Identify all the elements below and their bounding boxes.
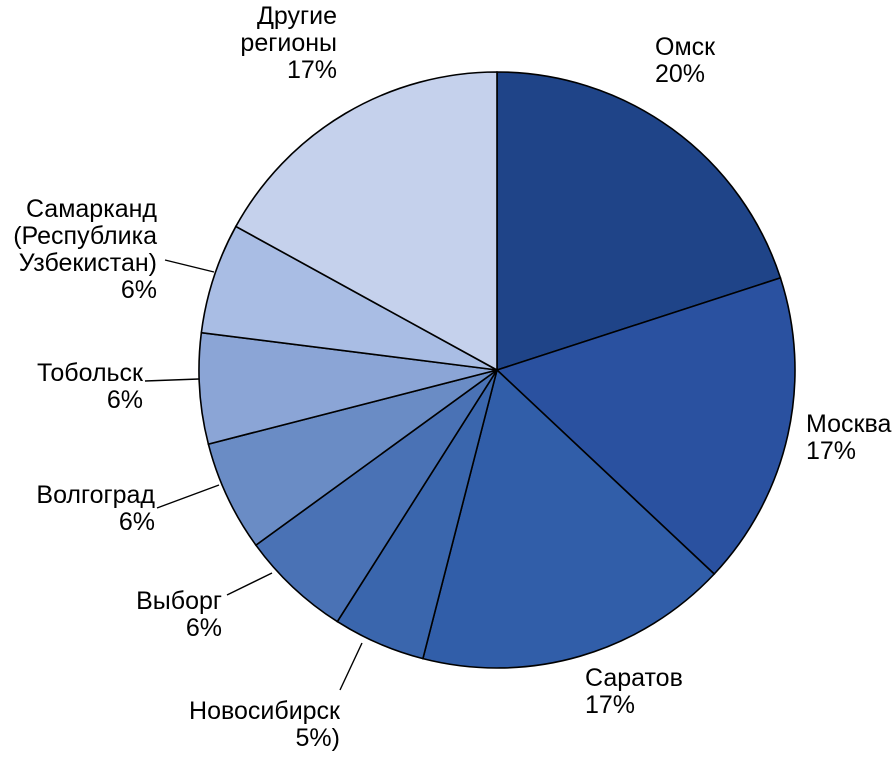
slice-value-label: 6% <box>186 614 222 642</box>
leader-line <box>164 259 215 273</box>
pie-slice <box>496 71 782 372</box>
slice-value-label: 20% <box>655 60 705 88</box>
slice-value-label: 6% <box>119 508 155 536</box>
slice-label: Волгоград 6% <box>36 481 155 536</box>
pie-slice <box>421 368 716 669</box>
leader-line <box>226 572 273 596</box>
slice-label: Тобольск 6% <box>37 359 144 414</box>
pie-slice <box>234 71 498 372</box>
labels-layer: Омск 20%Москва 17%Саратов 17%Новосибирск 5%)… <box>13 2 891 752</box>
leaders-layer <box>144 259 363 691</box>
slice-name-label: Выборг <box>136 587 222 615</box>
slice-label: Саратов 17% <box>585 664 683 719</box>
slice-value-label: 5%) <box>296 724 340 752</box>
slice-name-label: Волгоград <box>36 481 155 509</box>
slice-label: Омск 20% <box>655 33 716 88</box>
slice-name-label: Москва <box>806 410 891 438</box>
slice-value-label: 17% <box>287 56 337 84</box>
slice-label: Другие регионы 17% <box>240 2 337 84</box>
slice-name-label: Другие <box>257 2 337 30</box>
pie-slice <box>495 276 796 576</box>
slice-value-label: 6% <box>107 386 143 414</box>
slice-value-label: 17% <box>806 437 856 465</box>
leader-line <box>339 642 363 691</box>
slice-value-label: 17% <box>585 691 635 719</box>
slice-label: Новосибирск 5%) <box>189 697 341 752</box>
slice-name-label: Саратов <box>585 664 683 692</box>
slice-name-label: Новосибирск <box>189 697 341 725</box>
slice-label: Москва 17% <box>806 410 891 465</box>
slice-name-label: (Республика <box>13 222 157 250</box>
slice-name-label: регионы <box>240 29 337 57</box>
leader-line <box>156 484 220 509</box>
leader-line <box>144 378 200 382</box>
slice-label: Выборг 6% <box>136 587 222 642</box>
slice-name-label: Самарканд <box>26 195 157 223</box>
slice-name-label: Омск <box>655 33 716 61</box>
slice-name-label: Узбекистан) <box>19 249 157 277</box>
slices-layer <box>198 71 796 669</box>
slice-label: Самарканд (Республика Узбекистан) 6% <box>13 195 157 304</box>
slice-name-label: Тобольск <box>37 359 144 387</box>
slice-value-label: 6% <box>121 276 157 304</box>
